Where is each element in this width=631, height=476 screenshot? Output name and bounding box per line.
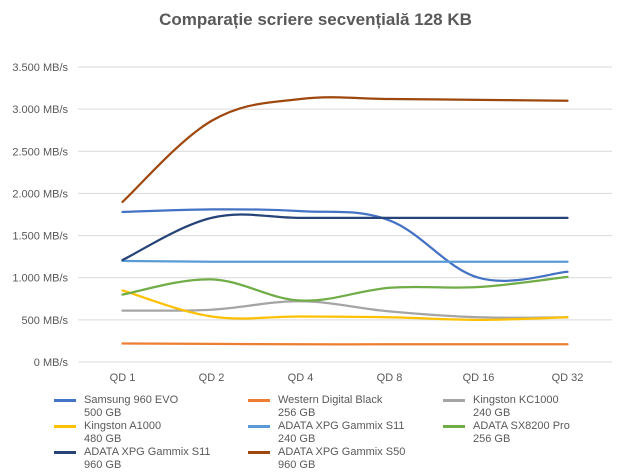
- legend-series-name: ADATA XPG Gammix S11: [278, 420, 405, 432]
- legend-label: Kingston A1000 480 GB: [84, 420, 244, 446]
- legend-label: ADATA XPG Gammix S11 240 GB: [278, 420, 438, 446]
- gridlines: [78, 66, 612, 363]
- series-line-2: [121, 300, 569, 319]
- y-tick-label: 0 MB/s: [34, 357, 69, 369]
- series-line-6: [121, 213, 569, 262]
- legend-series-capacity: 480 GB: [84, 433, 122, 445]
- legend-series-capacity: 256 GB: [278, 407, 316, 419]
- series-line-4: [121, 259, 569, 263]
- legend-swatch: [248, 451, 270, 454]
- legend-series-name: Kingston A1000: [84, 420, 162, 432]
- legend-label: ADATA XPG Gammix S11 960 GB: [84, 446, 244, 472]
- y-tick-label: 3.500 MB/s: [12, 62, 68, 74]
- legend-series-capacity: 256 GB: [473, 433, 511, 445]
- series-line-0: [121, 208, 569, 282]
- legend-swatch: [54, 425, 76, 428]
- x-axis-ticks: QD 1 QD 2 QD 4 QD 8 QD 16 QD 32: [110, 372, 584, 384]
- series-line-5: [121, 275, 569, 302]
- legend-label: ADATA SX8200 Pro 256 GB: [473, 420, 631, 446]
- chart-title: Comparație scriere secvențială 128 KB: [159, 10, 472, 29]
- legend-series-name: Samsung 960 EVO: [84, 394, 179, 406]
- legend: Samsung 960 EVO 500 GB Western Digital Bla…: [0, 390, 631, 476]
- y-axis-ticks: 0 MB/s 500 MB/s 1.000 MB/s 1.500 MB/s 2.000 …: [12, 62, 68, 369]
- legend-label: Western Digital Black 256 GB: [278, 394, 438, 420]
- series-line-1: [121, 342, 569, 346]
- legend-swatch: [54, 399, 76, 402]
- line-chart: 0 MB/s 500 MB/s 1.000 MB/s 1.500 MB/s 2.000 …: [12, 62, 612, 384]
- legend-swatch: [54, 451, 76, 454]
- x-tick-label: QD 2: [199, 372, 225, 384]
- x-tick-label: QD 4: [288, 372, 314, 384]
- legend-series-capacity: 960 GB: [84, 459, 122, 471]
- legend-swatch: [248, 399, 270, 402]
- series-line-3: [121, 289, 569, 322]
- y-tick-label: 2.000 MB/s: [12, 188, 68, 200]
- legend-swatch: [443, 425, 465, 428]
- y-tick-label: 3.000 MB/s: [12, 104, 68, 116]
- legend-swatch: [248, 425, 270, 428]
- series-line-7: [121, 96, 569, 204]
- legend-series-name: Western Digital Black: [278, 394, 383, 406]
- x-tick-label: QD 32: [552, 372, 584, 384]
- x-tick-label: QD 16: [463, 372, 495, 384]
- x-tick-label: QD 1: [110, 372, 136, 384]
- series-lines: [121, 96, 569, 346]
- legend-series-capacity: 240 GB: [278, 433, 316, 445]
- legend-series-capacity: 240 GB: [473, 407, 511, 419]
- legend-series-name: ADATA XPG Gammix S50: [278, 446, 406, 458]
- legend-series-capacity: 500 GB: [84, 407, 122, 419]
- legend-label: Kingston KC1000 240 GB: [473, 394, 631, 420]
- legend-series-name: ADATA XPG Gammix S11: [84, 446, 211, 458]
- legend-swatch: [443, 399, 465, 402]
- legend-series-name: ADATA SX8200 Pro: [473, 420, 570, 432]
- legend-series-name: Kingston KC1000: [473, 394, 559, 406]
- y-tick-label: 500 MB/s: [22, 315, 69, 327]
- y-tick-label: 1.000 MB/s: [12, 273, 68, 285]
- y-tick-label: 1.500 MB/s: [12, 231, 68, 243]
- legend-label: ADATA XPG Gammix S50 960 GB: [278, 446, 438, 472]
- legend-label: Samsung 960 EVO 500 GB: [84, 394, 244, 420]
- y-tick-label: 2.500 MB/s: [12, 146, 68, 158]
- x-tick-label: QD 8: [377, 372, 403, 384]
- legend-series-capacity: 960 GB: [278, 459, 316, 471]
